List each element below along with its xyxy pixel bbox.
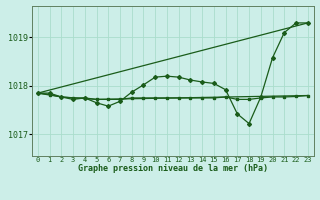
X-axis label: Graphe pression niveau de la mer (hPa): Graphe pression niveau de la mer (hPa) <box>78 164 268 173</box>
